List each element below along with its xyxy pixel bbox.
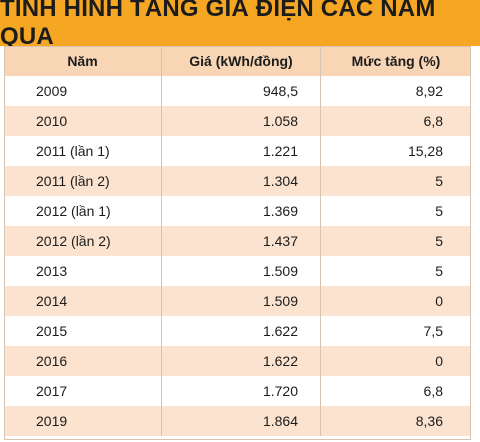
table-row: 2016 1.622 0 <box>4 346 471 376</box>
cell-price: 1.304 <box>162 166 321 196</box>
cell-year: 2009 <box>4 76 162 106</box>
cell-price: 1.509 <box>162 286 321 316</box>
table-header-row: Năm Giá (kWh/đồng) Mức tăng (%) <box>4 46 471 76</box>
cell-year: 2017 <box>4 376 162 406</box>
cell-price: 948,5 <box>162 76 321 106</box>
cell-year: 2012 (lần 2) <box>4 226 162 256</box>
cell-increase: 5 <box>435 173 443 189</box>
cell-year: 2011 (lần 2) <box>4 166 162 196</box>
cell-year: 2012 (lần 1) <box>4 196 162 226</box>
cell-year: 2010 <box>4 106 162 136</box>
table-row: 2015 1.622 7,5 <box>4 316 471 346</box>
table-row: 2009 948,5 8,92 <box>4 76 471 106</box>
cell-year: 2014 <box>4 286 162 316</box>
cell-year: 2016 <box>4 346 162 376</box>
table-row: 2011 (lần 1) 1.221 15,28 <box>4 136 471 166</box>
table-row: 2019 1.864 8,36 <box>4 406 471 436</box>
header-year: Năm <box>4 46 162 76</box>
cell-price: 1.622 <box>162 316 321 346</box>
table-row: 2012 (lần 2) 1.437 5 <box>4 226 471 256</box>
cell-increase: 0 <box>435 293 443 309</box>
header-price: Giá (kWh/đồng) <box>162 46 321 76</box>
cell-price: 1.369 <box>162 196 321 226</box>
cell-increase: 8,36 <box>415 413 443 429</box>
cell-year: 2013 <box>4 256 162 286</box>
price-table: Năm Giá (kWh/đồng) Mức tăng (%) 2009 948,… <box>4 46 471 440</box>
cell-year: 2019 <box>4 406 162 436</box>
cell-increase: 5 <box>435 263 443 279</box>
header-increase: Mức tăng (%) <box>351 53 441 69</box>
cell-price: 1.058 <box>162 106 321 136</box>
cell-price: 1.864 <box>162 406 321 436</box>
cell-increase: 0 <box>435 353 443 369</box>
cell-price: 1.509 <box>162 256 321 286</box>
table-row: 2012 (lần 1) 1.369 5 <box>4 196 471 226</box>
table-row: 2017 1.720 6,8 <box>4 376 471 406</box>
cell-year: 2015 <box>4 316 162 346</box>
table-row: 2014 1.509 0 <box>4 286 471 316</box>
cell-increase: 7,5 <box>423 323 443 339</box>
cell-increase: 8,92 <box>415 83 443 99</box>
table-title: TÌNH HÌNH TĂNG GIÁ ĐIỆN CÁC NĂM QUA <box>0 0 480 50</box>
cell-price: 1.622 <box>162 346 321 376</box>
cell-price: 1.437 <box>162 226 321 256</box>
cell-price: 1.720 <box>162 376 321 406</box>
cell-increase: 6,8 <box>423 113 443 129</box>
table-row: 2013 1.509 5 <box>4 256 471 286</box>
table-row: 2010 1.058 6,8 <box>4 106 471 136</box>
cell-increase: 6,8 <box>423 383 443 399</box>
cell-increase: 5 <box>435 203 443 219</box>
cell-increase: 5 <box>435 233 443 249</box>
cell-increase: 15,28 <box>407 143 443 159</box>
table-row: 2011 (lần 2) 1.304 5 <box>4 166 471 196</box>
cell-price: 1.221 <box>162 136 321 166</box>
cell-year: 2011 (lần 1) <box>4 136 162 166</box>
